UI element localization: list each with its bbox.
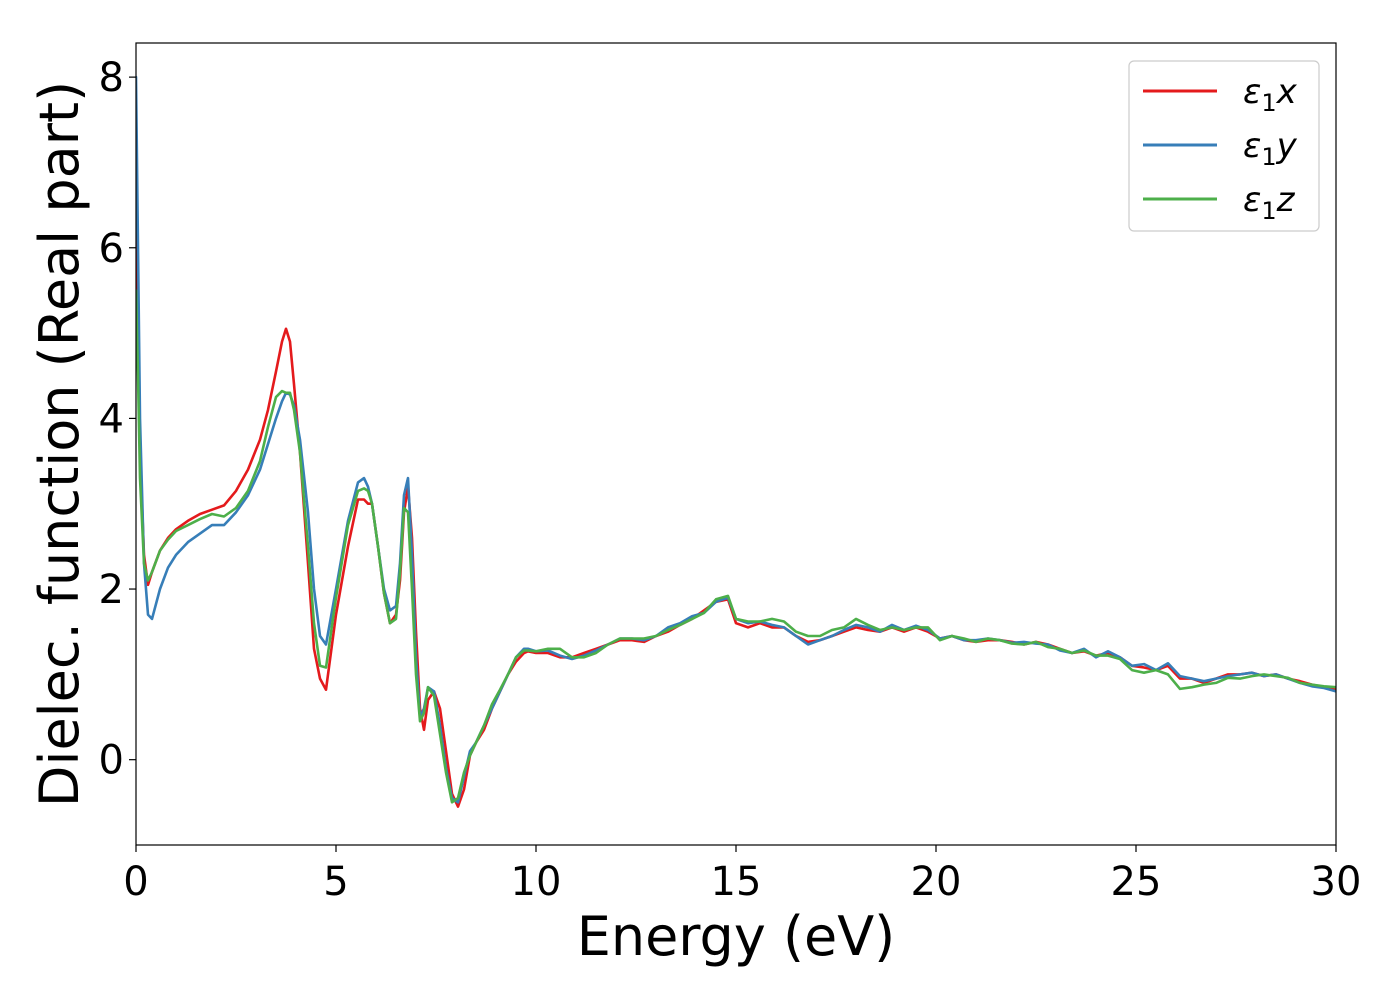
series-line-x: [136, 220, 1336, 808]
legend-label-y: ε1y: [1243, 126, 1298, 171]
y-tick-label: 8: [99, 55, 124, 101]
legend-box: [1128, 60, 1320, 232]
x-axis-label: Energy (eV): [577, 905, 896, 968]
y-tick-label: 0: [99, 738, 124, 784]
legend-label-x: ε1x: [1243, 72, 1298, 117]
y-tick-label: 6: [99, 226, 124, 272]
x-tick-label: 25: [1111, 859, 1162, 905]
x-tick-label: 15: [711, 859, 762, 905]
y-tick-label: 2: [99, 567, 124, 613]
x-tick-label: 20: [911, 859, 962, 905]
x-tick-label: 10: [511, 859, 562, 905]
y-tick-label: 4: [99, 396, 124, 442]
x-tick-label: 30: [1311, 859, 1362, 905]
plot-area: [136, 75, 1336, 808]
y-axis-label: Dielec. function (Real part): [28, 81, 91, 807]
series-line-z: [136, 289, 1336, 804]
legend-label-z: ε1z: [1243, 180, 1296, 225]
x-tick-label: 5: [323, 859, 348, 905]
axis-ticks: 0 5 10 15 20 25 30 0 2 4 6 8: [99, 55, 1362, 905]
legend: ε1x ε1y ε1z: [1128, 60, 1320, 232]
x-tick-label: 0: [123, 859, 148, 905]
